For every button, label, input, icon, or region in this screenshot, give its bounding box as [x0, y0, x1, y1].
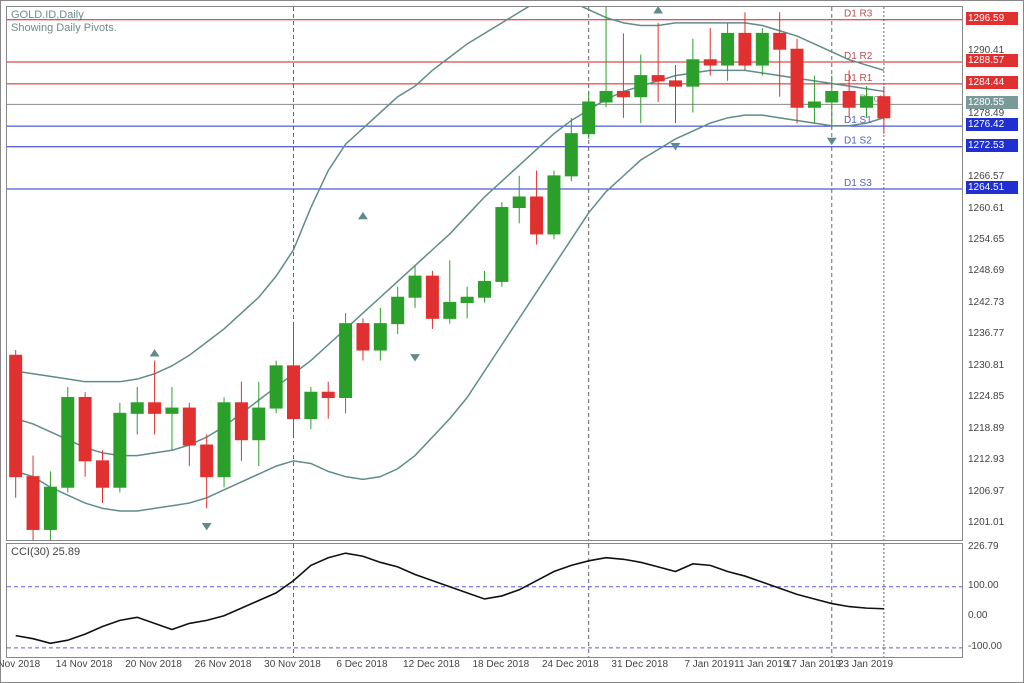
- svg-text:D1 R2: D1 R2: [844, 51, 873, 62]
- svg-text:D1 S3: D1 S3: [844, 178, 872, 189]
- price-tick-label: 1242.73: [966, 297, 1018, 308]
- price-tick-label: 1248.69: [966, 265, 1018, 276]
- date-tick-label: 6 Dec 2018: [336, 659, 387, 670]
- date-tick-label: 20 Nov 2018: [125, 659, 182, 670]
- price-y-axis: 1201.01 1206.97 1212.93 1218.89 1224.85 1230.…: [966, 6, 1018, 541]
- date-tick-label: 23 Jan 2019: [838, 659, 893, 670]
- date-tick-label: 8 Nov 2018: [0, 659, 40, 670]
- price-badge: 1280.55: [966, 96, 1018, 109]
- price-tick-label: 1254.65: [966, 234, 1018, 245]
- price-tick-label: 1224.85: [966, 391, 1018, 402]
- price-tick-label: 1260.61: [966, 203, 1018, 214]
- price-badge: 1272.53: [966, 139, 1018, 152]
- price-badge: 1296.59: [966, 12, 1018, 25]
- cci-tick-label: -100.00: [966, 641, 1018, 652]
- cci-panel[interactable]: CCI(30) 25.89: [6, 543, 963, 658]
- date-tick-label: 12 Dec 2018: [403, 659, 460, 670]
- date-tick-label: 26 Nov 2018: [195, 659, 252, 670]
- svg-text:D1 R3: D1 R3: [844, 9, 873, 20]
- price-tick-label: 1236.77: [966, 328, 1018, 339]
- price-tick-label: 1212.93: [966, 454, 1018, 465]
- cci-tick-label: 0.00: [966, 610, 1018, 621]
- price-badge: 1276.42: [966, 118, 1018, 131]
- date-tick-label: 30 Nov 2018: [264, 659, 321, 670]
- cci-tick-label: 226.79: [966, 541, 1018, 552]
- cci-tick-label: 100.00: [966, 580, 1018, 591]
- price-badge: 1284.44: [966, 76, 1018, 89]
- chart-container: GOLD.ID,Daily Showing Daily Pivots. D1 R…: [0, 0, 1024, 683]
- price-tick-label: 1206.97: [966, 486, 1018, 497]
- date-tick-label: 11 Jan 2019: [734, 659, 788, 670]
- price-svg: D1 R3D1 R2D1 R1D1 PivotD1 S1D1 S2D1 S3: [7, 7, 962, 540]
- price-tick-label: 1218.89: [966, 423, 1018, 434]
- svg-text:D1 R1: D1 R1: [844, 73, 873, 84]
- price-tick-label: 1230.81: [966, 360, 1018, 371]
- cci-y-axis: 226.79 100.00 0.00 -100.00: [966, 543, 1018, 658]
- cci-svg: [7, 544, 962, 657]
- date-tick-label: 31 Dec 2018: [611, 659, 668, 670]
- price-tick-label: 1201.01: [966, 517, 1018, 528]
- price-badge: 1288.57: [966, 54, 1018, 67]
- svg-text:D1 S2: D1 S2: [844, 136, 872, 147]
- date-tick-label: 24 Dec 2018: [542, 659, 599, 670]
- main-price-panel[interactable]: GOLD.ID,Daily Showing Daily Pivots. D1 R…: [6, 6, 963, 541]
- date-tick-label: 7 Jan 2019: [684, 659, 734, 670]
- time-x-axis: 8 Nov 201814 Nov 201820 Nov 201826 Nov 2…: [6, 657, 963, 677]
- date-tick-label: 18 Dec 2018: [473, 659, 530, 670]
- date-tick-label: 17 Jan 2019: [786, 659, 841, 670]
- price-badge: 1264.51: [966, 181, 1018, 194]
- date-tick-label: 14 Nov 2018: [56, 659, 113, 670]
